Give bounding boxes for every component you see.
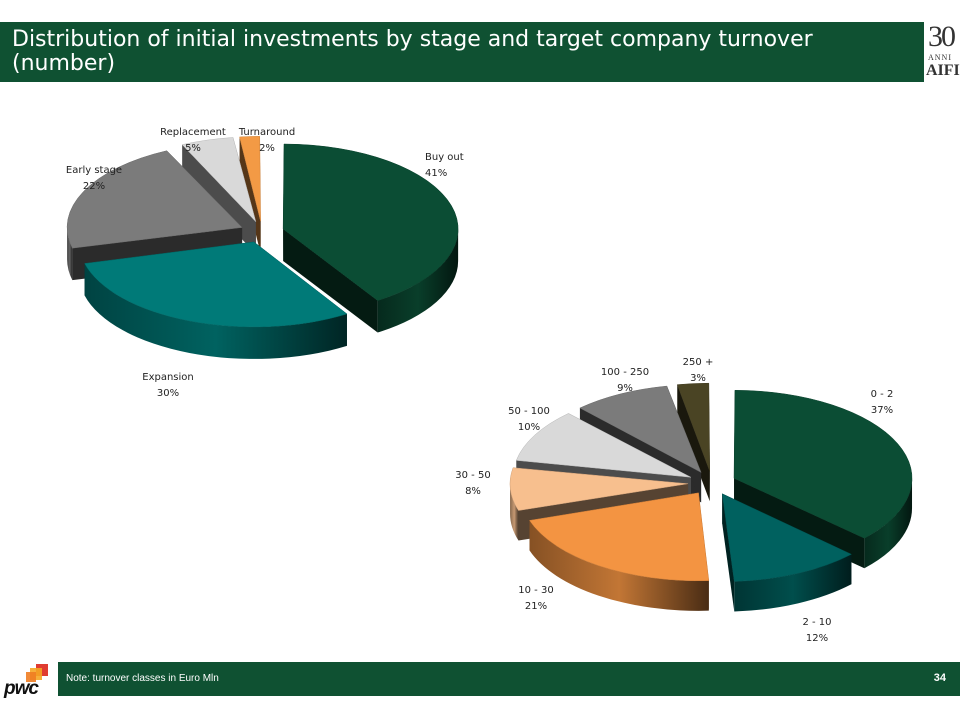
pie-slice-top-replacement bbox=[181, 137, 257, 222]
pie-slice-side-0-2 bbox=[864, 478, 913, 569]
pie-label-expansion: Expansion 30% bbox=[142, 372, 194, 399]
footer-bar: Note: turnover classes in Euro Mln 34 bbox=[58, 662, 960, 696]
pie-slice-side-2-10 bbox=[734, 554, 852, 612]
pie-slice-top-expansion bbox=[84, 241, 348, 328]
pie-slice-side-10-30 bbox=[529, 520, 709, 611]
pie-slice-side-buy-out bbox=[377, 229, 459, 333]
pie-label-replacement: Replacement 5% bbox=[160, 127, 226, 154]
pie-slice-side-early-stage bbox=[67, 227, 73, 281]
pie-label-turnaround: Turnaround 2% bbox=[238, 127, 295, 154]
pie-label-0-2: 0 - 2 37% bbox=[871, 389, 894, 416]
header-bar: Distribution of initial investments by s… bbox=[0, 22, 924, 82]
logo-aifi: AIFI bbox=[926, 62, 960, 79]
pie-chart-2: 0 - 2 37% 2 - 10 12% 10 - 30 21% 30 - 50 8% 50 -… bbox=[455, 357, 913, 644]
pie-slice-top-turnaround bbox=[239, 136, 261, 222]
pie-slice-top-100-250 bbox=[579, 385, 702, 473]
pie-label-early-stage: Early stage 22% bbox=[66, 165, 122, 192]
pie-label-50-100: 50 - 100 10% bbox=[508, 406, 550, 433]
page-title: Distribution of initial investments by s… bbox=[12, 27, 813, 76]
pie-slice-top-250 bbox=[676, 382, 710, 472]
pwc-wordmark: pwc bbox=[4, 678, 39, 699]
page-number: 34 bbox=[933, 672, 946, 684]
pie-chart-1: Buy out 41% Expansion 30% Early stage 22% Repl… bbox=[66, 127, 464, 399]
pie-slice-top-early-stage bbox=[66, 150, 243, 249]
pie-label-buy-out: Buy out 41% bbox=[425, 152, 464, 179]
pie-slice-wall-buy-out-1 bbox=[283, 229, 378, 333]
pie-slice-top-10-30 bbox=[529, 492, 710, 582]
pie-label-2-10: 2 - 10 12% bbox=[802, 617, 831, 644]
logo-number: 30 bbox=[928, 20, 956, 53]
pie-label-250: 250 +3% bbox=[683, 357, 714, 384]
pie-slice-top-0-2 bbox=[733, 390, 913, 539]
pie-label-30-50: 30 - 50 8% bbox=[455, 470, 490, 497]
pie-slice-top-30-50 bbox=[509, 467, 689, 511]
pie-slice-side-expansion bbox=[84, 263, 347, 359]
pie-slice-top-buy-out bbox=[282, 143, 459, 301]
footer-note: Note: turnover classes in Euro Mln bbox=[66, 673, 219, 684]
pie-slice-wall-250-0 bbox=[677, 384, 710, 502]
pie-slice-top-50-100 bbox=[515, 413, 692, 478]
pie-slice-wall-2-10-1 bbox=[722, 493, 735, 612]
pwc-mark-icon bbox=[26, 664, 48, 682]
logo-anni: ANNI bbox=[928, 53, 952, 62]
pie-slice-top-2-10 bbox=[721, 493, 852, 582]
pwc-logo: pwc bbox=[2, 664, 56, 699]
pie-label-10-30: 10 - 30 21% bbox=[518, 585, 553, 612]
pie-label-100-250: 100 - 250 9% bbox=[601, 367, 649, 394]
aifi-30-logo: 30 ANNI AIFI bbox=[926, 18, 960, 82]
